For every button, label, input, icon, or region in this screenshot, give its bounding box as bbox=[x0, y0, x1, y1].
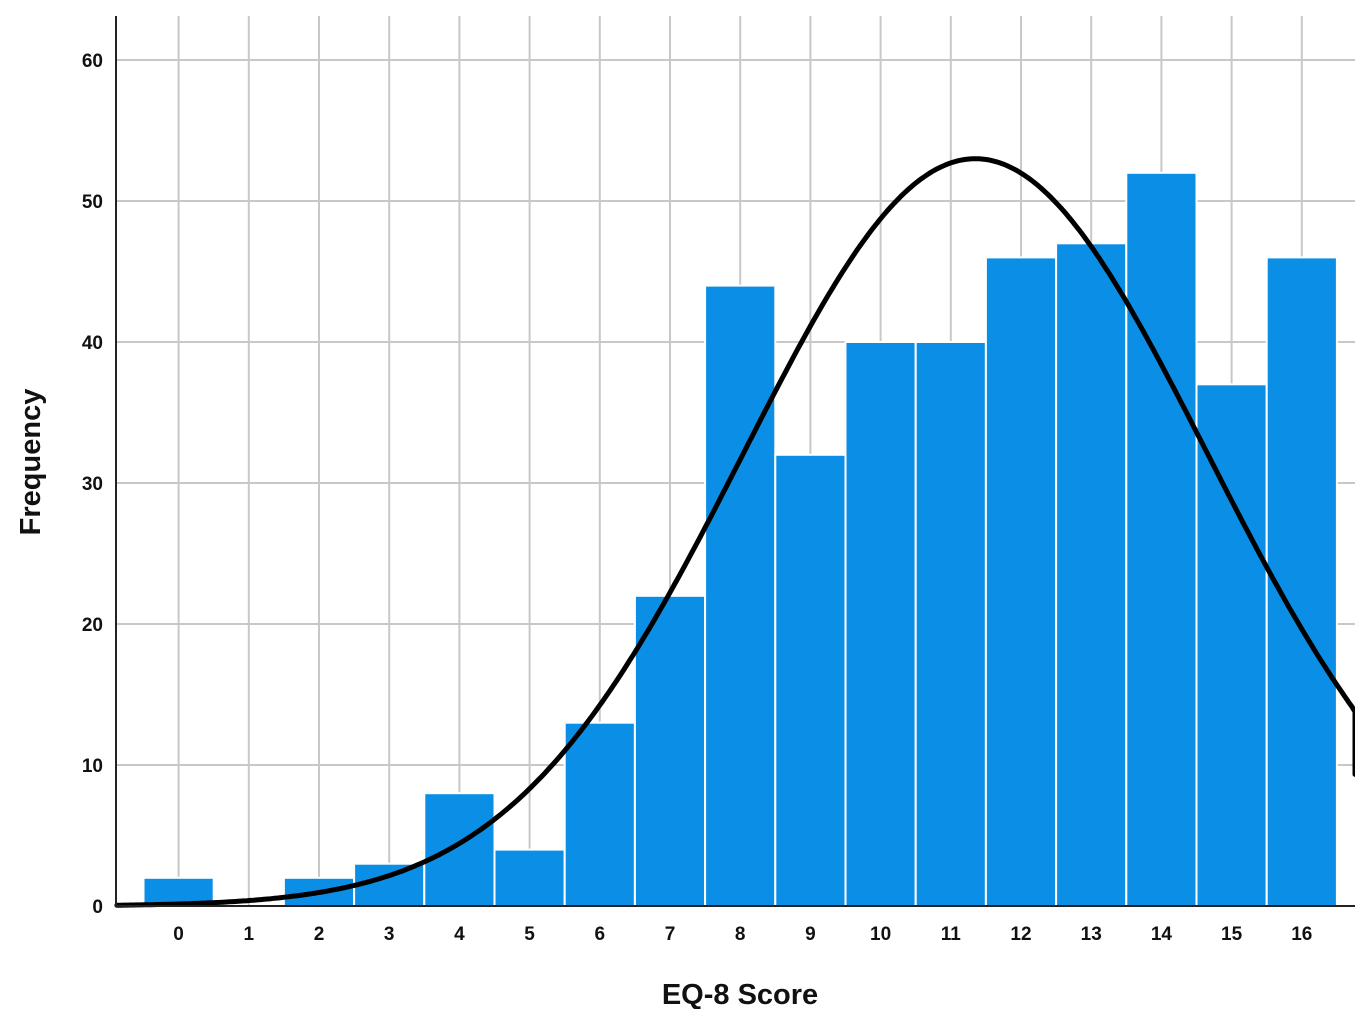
y-tick-label: 30 bbox=[82, 474, 103, 495]
x-tick-label: 8 bbox=[735, 924, 746, 945]
histogram-bar bbox=[774, 453, 847, 907]
histogram-bar bbox=[1195, 383, 1268, 907]
x-tick-label: 10 bbox=[870, 924, 891, 945]
x-tick-label: 9 bbox=[805, 924, 816, 945]
y-tick-labels: 0 10 20 30 40 50 60 bbox=[82, 51, 103, 918]
y-tick-label: 40 bbox=[82, 333, 103, 354]
x-tick-label: 1 bbox=[244, 924, 255, 945]
y-tick-label: 50 bbox=[82, 192, 103, 213]
histogram-bar bbox=[984, 256, 1058, 907]
histogram-bar bbox=[704, 284, 777, 908]
x-axis-title: EQ-8 Score bbox=[662, 979, 818, 1009]
x-tick-label: 15 bbox=[1221, 924, 1243, 945]
x-tick-label: 0 bbox=[173, 924, 184, 945]
histogram-bar bbox=[1265, 256, 1338, 907]
x-tick-label: 16 bbox=[1291, 924, 1312, 945]
x-tick-label: 3 bbox=[384, 924, 395, 945]
histogram-bar bbox=[844, 341, 917, 907]
x-tick-label: 14 bbox=[1151, 924, 1173, 945]
normal-distribution-curve bbox=[114, 156, 1355, 908]
histogram-bar bbox=[633, 594, 707, 907]
histogram-bar bbox=[423, 792, 496, 908]
y-axis-title: Frequency bbox=[15, 389, 47, 536]
x-tick-label: 13 bbox=[1081, 924, 1102, 945]
x-tick-label: 2 bbox=[314, 924, 325, 945]
x-tick-label: 7 bbox=[665, 924, 676, 945]
x-tick-label: 12 bbox=[1010, 924, 1031, 945]
histogram-bar bbox=[493, 848, 566, 907]
histogram-bar bbox=[1055, 242, 1128, 908]
x-tick-label: 4 bbox=[454, 924, 465, 945]
x-tick-label: 6 bbox=[595, 924, 606, 945]
histogram-bar bbox=[563, 721, 636, 908]
histogram-bar bbox=[914, 341, 987, 907]
histogram-bars bbox=[142, 171, 1338, 908]
y-tick-label: 0 bbox=[92, 897, 103, 918]
y-tick-label: 10 bbox=[82, 756, 103, 777]
histogram-bar bbox=[1125, 171, 1198, 908]
y-tick-label: 20 bbox=[82, 615, 103, 636]
y-tick-label: 60 bbox=[82, 51, 103, 72]
x-tick-label: 11 bbox=[941, 924, 962, 945]
x-tick-labels: 0 1 2 3 4 5 6 7 8 9 10 11 12 13 14 15 16 bbox=[173, 924, 1312, 945]
x-tick-label: 5 bbox=[524, 924, 535, 945]
